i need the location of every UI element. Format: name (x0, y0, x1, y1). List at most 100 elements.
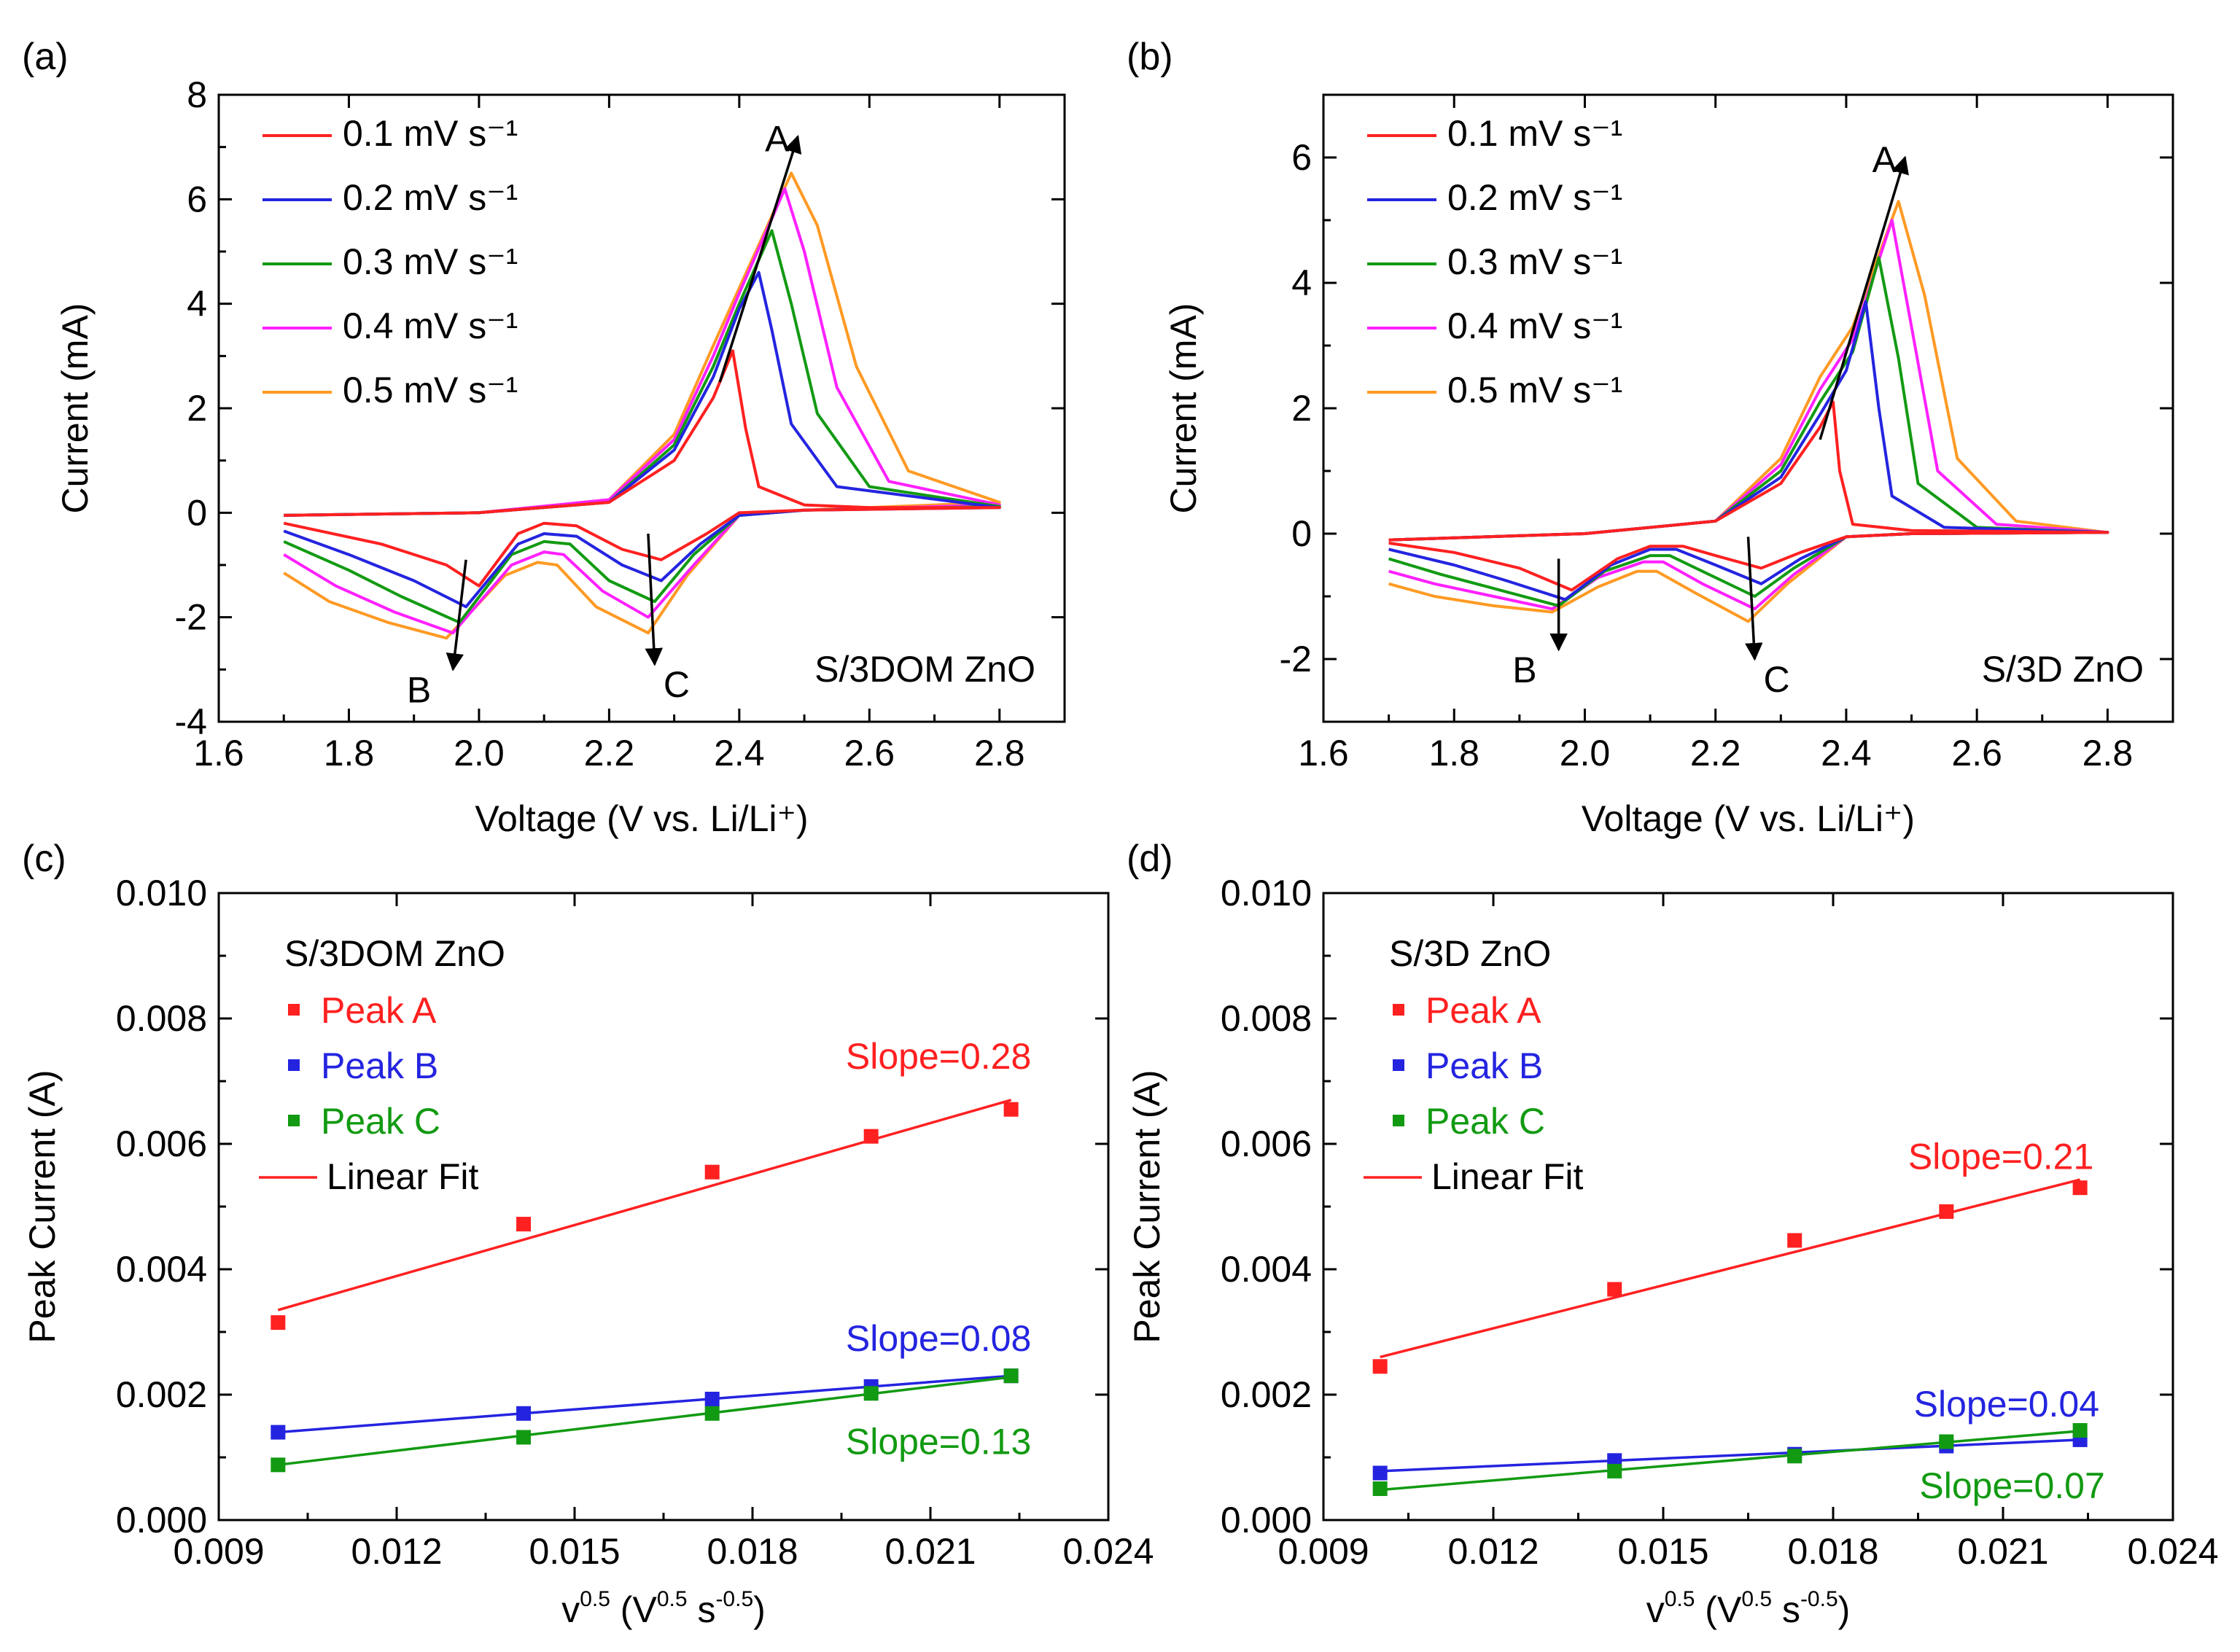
legend-label: Peak B (1426, 1045, 1543, 1086)
y-tick-label: 0 (1291, 513, 1312, 554)
x-axis-title-superscript: -0.5 (715, 1587, 753, 1611)
x-axis-title: Voltage (V vs. Li/Li⁺) (475, 798, 808, 839)
x-axis-title-superscript: -0.5 (1800, 1587, 1838, 1611)
x-tick-label: 0.012 (1447, 1531, 1539, 1572)
panel-label: (b) (1127, 36, 1173, 78)
panel-d-peak-current-3d: (d) 0.009 0.012 0.015 0.018 0.021 0.024 0.000 0.… (1127, 838, 2219, 1630)
legend-label: 0.2 mV s⁻¹ (343, 177, 518, 218)
x-axis-title-part: V (632, 1589, 657, 1630)
y-tick-label: 0.002 (1221, 1374, 1312, 1415)
peak-arrow-C (645, 533, 663, 666)
legend-marker (288, 1004, 300, 1016)
data-point (863, 1129, 879, 1144)
x-axis-title-part: v (1646, 1589, 1665, 1630)
x-axis-title-part: ( (1695, 1589, 1717, 1630)
y-tick-label: -4 (175, 701, 207, 742)
data-point (704, 1164, 720, 1180)
x-tick-label: 1.8 (1428, 733, 1479, 774)
x-tick-label: 0.024 (1062, 1531, 1154, 1572)
legend-label: 0.5 mV s⁻¹ (343, 370, 518, 410)
data-point (1787, 1449, 1802, 1464)
slope-label: Slope=0.08 (846, 1318, 1031, 1359)
slope-label: Slope=0.13 (846, 1422, 1031, 1462)
legend-marker (1393, 1004, 1404, 1016)
x-tick-label: 2.0 (454, 733, 505, 774)
legend-marker (288, 1115, 300, 1126)
fit-line-3 (1380, 1430, 2080, 1492)
legend-label: Peak A (1426, 990, 1541, 1031)
y-tick-label: 6 (187, 179, 207, 219)
x-tick-label: 2.6 (1951, 733, 2002, 774)
y-tick-label: 2 (187, 388, 207, 429)
x-axis-title-part: ( (610, 1589, 633, 1630)
peak-label-C: C (664, 664, 690, 705)
panel-label: (a) (22, 36, 69, 78)
data-point (704, 1406, 720, 1421)
y-tick-label: 0.004 (1221, 1249, 1312, 1290)
peak-arrow-B (446, 559, 467, 671)
x-axis-title-part: v (561, 1589, 580, 1630)
data-point (1939, 1204, 1954, 1219)
x-tick-label: 2.4 (1821, 733, 1872, 774)
panel-label: (c) (22, 838, 66, 880)
x-tick-label: 0.018 (1787, 1531, 1878, 1572)
data-point (1372, 1359, 1388, 1374)
x-tick-label: 0.021 (1957, 1531, 2048, 1572)
slope-label: Slope=0.07 (1919, 1465, 2104, 1506)
data-point (271, 1457, 286, 1473)
slope-label: Slope=0.28 (846, 1036, 1031, 1077)
y-tick-label: 2 (1291, 388, 1312, 429)
slope-label: Slope=0.21 (1908, 1136, 2093, 1177)
legend-label: 0.3 mV s⁻¹ (1447, 241, 1622, 282)
peak-label-A: A (1872, 139, 1897, 180)
x-axis-title-part: ) (1838, 1589, 1851, 1630)
y-tick-label: 0.008 (116, 998, 207, 1039)
data-point (2072, 1423, 2088, 1438)
peak-arrow-A (1819, 155, 1909, 440)
x-axis-title-superscript: 0.5 (657, 1587, 688, 1611)
y-tick-label: -2 (1280, 639, 1312, 679)
x-tick-label: 2.6 (844, 733, 895, 774)
x-axis-title-part: V (1717, 1589, 1742, 1630)
peak-label-A: A (765, 118, 790, 159)
plot-frame (1322, 892, 2174, 1522)
y-tick-label: 8 (187, 74, 207, 115)
x-tick-label: 0.009 (1278, 1531, 1369, 1572)
legend-fit-label: Linear Fit (1431, 1156, 1584, 1197)
legend-label: 0.4 mV s⁻¹ (343, 305, 518, 346)
data-point (1372, 1465, 1388, 1481)
x-tick-label: 0.015 (529, 1531, 620, 1572)
data-point (516, 1430, 532, 1445)
cv-curve-1 (1388, 400, 2109, 592)
data-point (1939, 1434, 1954, 1449)
data-point (271, 1315, 286, 1330)
data-point (271, 1425, 286, 1440)
y-tick-label: 0.010 (1221, 873, 1312, 913)
fit-line-3 (278, 1376, 1011, 1467)
y-tick-label: 0.004 (116, 1249, 207, 1290)
y-tick-label: 6 (1291, 137, 1312, 178)
legend-label: Peak B (321, 1045, 438, 1086)
x-axis-title-part: ) (753, 1589, 766, 1630)
data-point (516, 1217, 532, 1232)
x-axis-title: v0.5 (V0.5 s-0.5) (1646, 1587, 1851, 1630)
peak-label-B: B (407, 669, 431, 710)
sample-annotation: S/3DOM ZnO (814, 649, 1035, 690)
y-tick-label: 0.002 (116, 1374, 207, 1415)
x-tick-label: 2.0 (1560, 733, 1611, 774)
panel-a-cv-3dom: (a) 1.6 1.8 2.0 2.2 2.4 2.6 2.8 -4 -2 0 2 4 6 8 Current… (22, 36, 1066, 839)
x-tick-label: 1.6 (1298, 733, 1349, 774)
panel-c-peak-current-3dom: (c) 0.009 0.012 0.015 0.018 0.021 0.024 0.000 0.… (22, 838, 1154, 1630)
sample-annotation: S/3D ZnO (1982, 649, 2144, 690)
x-tick-label: 0.024 (2127, 1531, 2218, 1572)
y-axis-title: Current (mA) (55, 303, 96, 514)
legend-label: 0.2 mV s⁻¹ (1447, 177, 1622, 218)
x-axis-title: v0.5 (V0.5 s-0.5) (561, 1587, 766, 1630)
data-point (1607, 1282, 1622, 1297)
legend-label: 0.3 mV s⁻¹ (343, 241, 518, 282)
x-tick-label: 0.015 (1617, 1531, 1708, 1572)
x-axis-title-superscript: 0.5 (1665, 1587, 1695, 1611)
x-axis-title-part (688, 1589, 698, 1630)
x-axis-title-superscript: 0.5 (1741, 1587, 1772, 1611)
legend-label: Peak C (1426, 1101, 1545, 1142)
